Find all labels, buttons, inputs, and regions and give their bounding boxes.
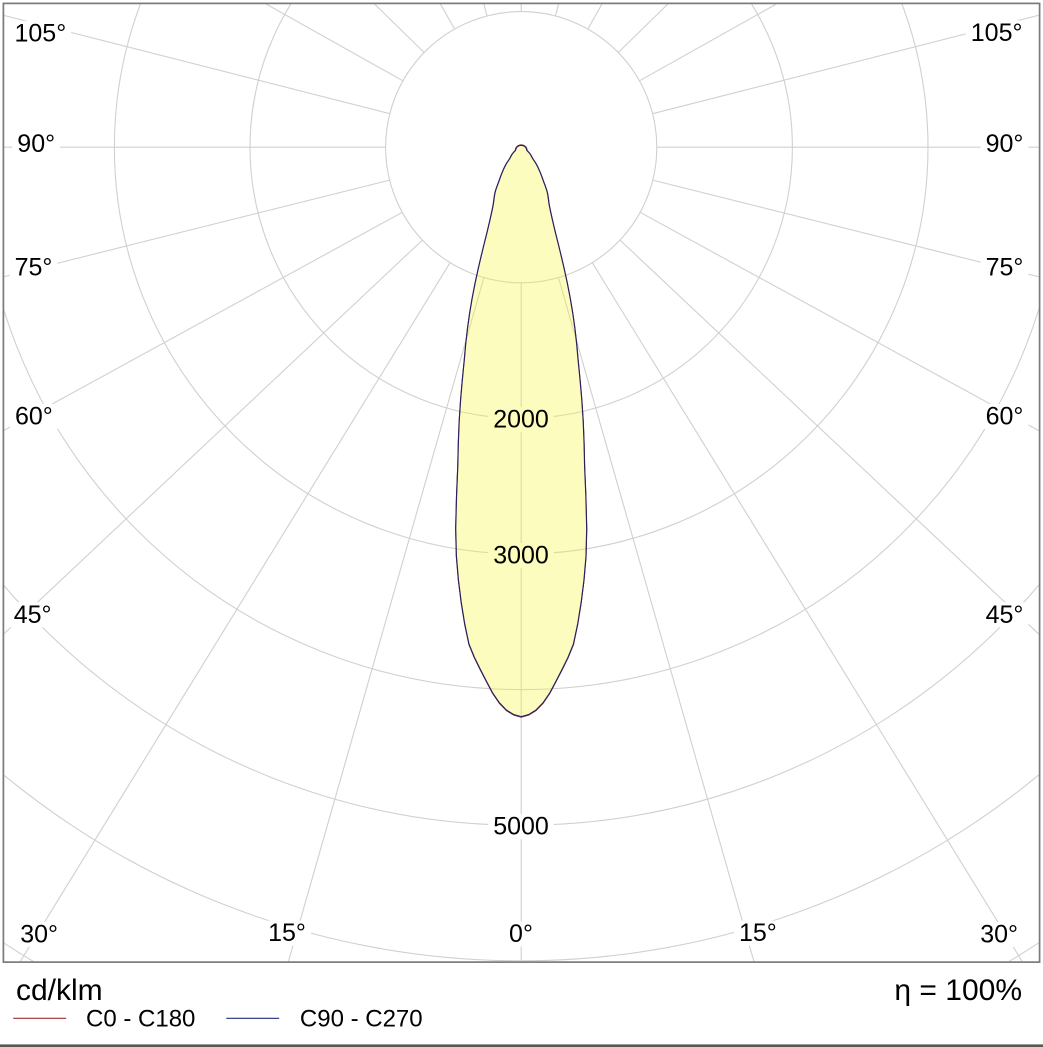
svg-text:2000: 2000: [493, 406, 549, 434]
svg-text:30°: 30°: [20, 920, 58, 948]
svg-text:cd/klm: cd/klm: [16, 974, 103, 1007]
svg-text:45°: 45°: [986, 601, 1024, 629]
svg-text:60°: 60°: [986, 402, 1024, 430]
svg-text:30°: 30°: [980, 920, 1018, 948]
svg-text:15°: 15°: [268, 919, 306, 947]
svg-text:105°: 105°: [15, 19, 67, 47]
svg-text:15°: 15°: [739, 919, 777, 947]
svg-text:105°: 105°: [971, 19, 1023, 47]
svg-text:75°: 75°: [15, 253, 53, 281]
svg-text:0°: 0°: [509, 920, 533, 948]
svg-text:5000: 5000: [493, 813, 549, 841]
svg-text:90°: 90°: [986, 130, 1024, 158]
svg-text:75°: 75°: [986, 253, 1024, 281]
svg-text:η = 100%: η = 100%: [894, 974, 1022, 1007]
svg-text:90°: 90°: [17, 130, 55, 158]
svg-text:3000: 3000: [493, 541, 549, 569]
svg-text:C90 - C270: C90 - C270: [300, 1006, 423, 1033]
svg-text:60°: 60°: [15, 402, 53, 430]
svg-text:C0 - C180: C0 - C180: [86, 1006, 195, 1033]
svg-text:45°: 45°: [14, 601, 52, 629]
